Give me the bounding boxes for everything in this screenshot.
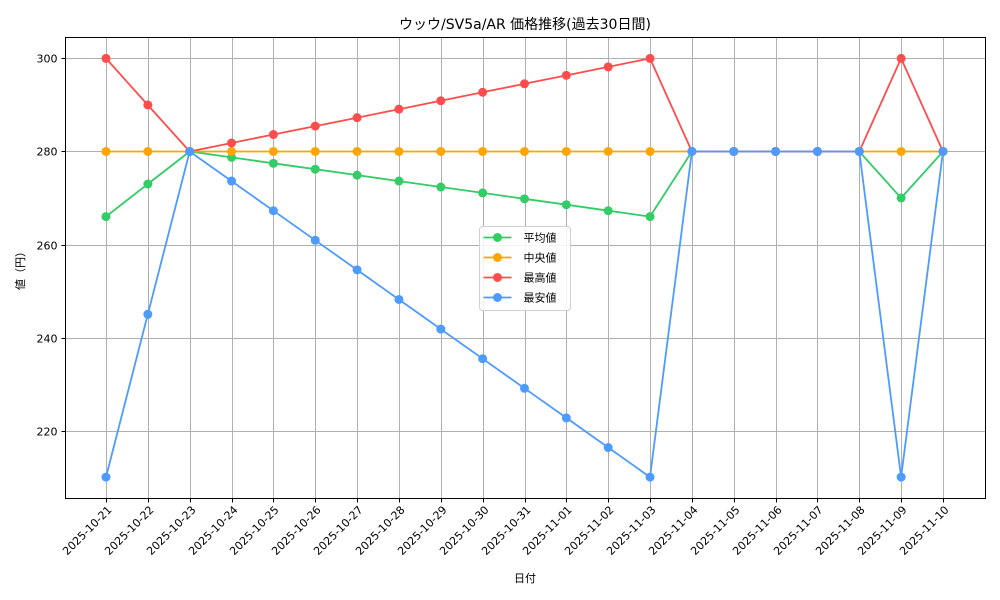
data-point <box>436 96 446 106</box>
data-point <box>561 70 571 80</box>
data-point <box>812 146 822 156</box>
legend-marker-icon <box>493 253 502 262</box>
legend-item: 最高値 <box>483 271 557 285</box>
y-tick-label: 280 <box>37 146 58 159</box>
legend-label: 最高値 <box>524 271 557 285</box>
data-point <box>352 170 362 180</box>
data-point <box>394 176 404 186</box>
legend-box <box>479 226 571 311</box>
data-point <box>436 324 446 334</box>
data-point <box>729 146 739 156</box>
data-point <box>268 130 278 140</box>
data-point <box>938 146 948 156</box>
data-point <box>310 164 320 174</box>
series-2 <box>101 53 948 156</box>
data-point <box>436 146 446 156</box>
data-point <box>352 113 362 123</box>
data-point <box>896 193 906 203</box>
data-point <box>478 87 488 97</box>
data-point <box>310 235 320 245</box>
data-point <box>310 121 320 131</box>
data-point <box>352 265 362 275</box>
data-point <box>227 146 237 156</box>
data-point <box>645 472 655 482</box>
legend-label: 最安値 <box>524 291 557 305</box>
data-point <box>520 146 529 156</box>
data-point <box>143 309 153 319</box>
data-point <box>603 206 613 216</box>
data-point <box>227 138 237 148</box>
data-point <box>268 206 278 216</box>
x-axis-label: 日付 <box>514 572 536 585</box>
data-point <box>520 383 529 393</box>
data-point <box>561 200 571 210</box>
data-point <box>645 146 655 156</box>
data-point <box>603 146 613 156</box>
data-point <box>394 146 404 156</box>
legend-item: 最安値 <box>483 291 557 305</box>
data-point <box>645 53 655 63</box>
data-point <box>352 146 362 156</box>
series-lines <box>101 53 948 482</box>
data-point <box>268 146 278 156</box>
legend-marker-icon <box>493 293 502 302</box>
data-point <box>101 146 111 156</box>
data-point <box>143 179 153 189</box>
data-point <box>896 146 906 156</box>
data-point <box>896 53 906 63</box>
series-3 <box>101 146 948 482</box>
data-point <box>143 100 153 110</box>
data-point <box>603 62 613 72</box>
legend-marker-icon <box>493 273 502 282</box>
data-point <box>687 146 697 156</box>
data-point <box>185 146 195 156</box>
y-axis-label: 値（円） <box>14 246 27 290</box>
data-point <box>645 212 655 222</box>
data-point <box>478 354 488 364</box>
data-point <box>854 146 864 156</box>
legend-marker-icon <box>493 233 502 242</box>
data-point <box>394 104 404 114</box>
y-tick-label: 260 <box>37 240 58 253</box>
data-point <box>436 182 446 192</box>
data-point <box>561 413 571 423</box>
data-point <box>478 188 488 198</box>
data-point <box>771 146 781 156</box>
data-point <box>227 176 237 186</box>
data-point <box>561 146 571 156</box>
y-axis: 220 240 260 280 300 <box>37 53 66 439</box>
data-point <box>143 146 153 156</box>
x-axis: 2025-10-212025-10-222025-10-232025-10-24… <box>60 498 952 558</box>
data-point <box>101 212 111 222</box>
data-point <box>101 472 111 482</box>
data-point <box>520 79 529 89</box>
data-point <box>478 146 488 156</box>
y-tick-label: 240 <box>37 333 58 346</box>
chart-title: ウッウ/SV5a/AR 価格推移(過去30日間) <box>399 17 651 33</box>
y-tick-label: 300 <box>37 53 58 66</box>
legend-item: 中央値 <box>483 252 557 265</box>
data-point <box>310 146 320 156</box>
data-point <box>896 472 906 482</box>
data-point <box>603 443 613 453</box>
data-point <box>101 53 111 63</box>
data-point <box>394 294 404 304</box>
legend-label: 平均値 <box>524 232 557 245</box>
legend-label: 中央値 <box>524 252 557 265</box>
y-tick-label: 220 <box>37 426 58 439</box>
legend-item: 平均値 <box>483 232 557 245</box>
data-point <box>520 194 529 204</box>
data-point <box>268 158 278 168</box>
